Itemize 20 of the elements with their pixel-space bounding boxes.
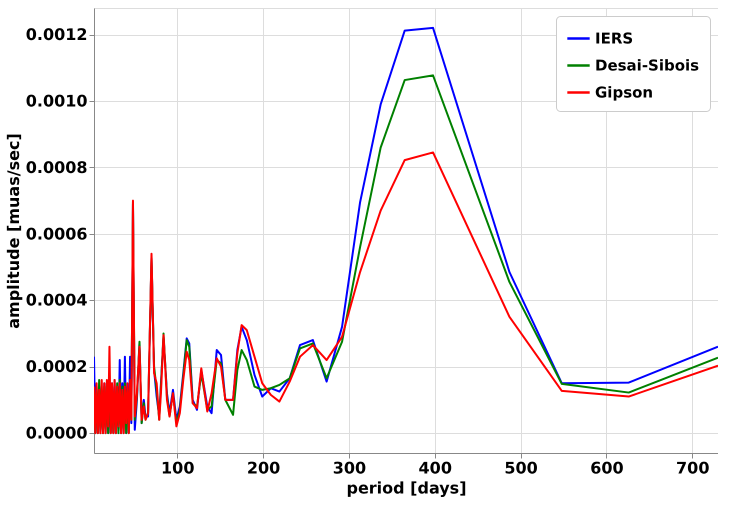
y-tick-label: 0.0006 (26, 224, 88, 244)
line-series (94, 151, 718, 434)
y-tick-label: 0.0008 (26, 158, 88, 177)
y-tick-label: 0.0010 (26, 91, 88, 110)
y-axis-title: amplitude [muas/sec] (4, 133, 23, 329)
y-tick-label: 0.0000 (26, 424, 88, 443)
x-tick-label: 500 (504, 458, 538, 478)
y-tick-label: 0.0002 (26, 357, 88, 376)
legend-label: IERS (595, 30, 634, 48)
y-tick-label: 0.0012 (26, 25, 88, 44)
x-tick-label: 600 (590, 458, 624, 478)
x-tick-label: 300 (332, 458, 366, 478)
x-tick-label: 700 (676, 458, 710, 478)
y-tick-label: 0.0004 (26, 290, 88, 310)
legend-label: Gipson (595, 84, 654, 102)
x-axis-title: period [days] (346, 478, 467, 498)
x-tick-label: 100 (161, 458, 194, 478)
x-tick-label: 400 (418, 458, 452, 478)
x-tick-label: 200 (246, 458, 280, 478)
legend-label: Desai-Sibois (595, 56, 700, 74)
